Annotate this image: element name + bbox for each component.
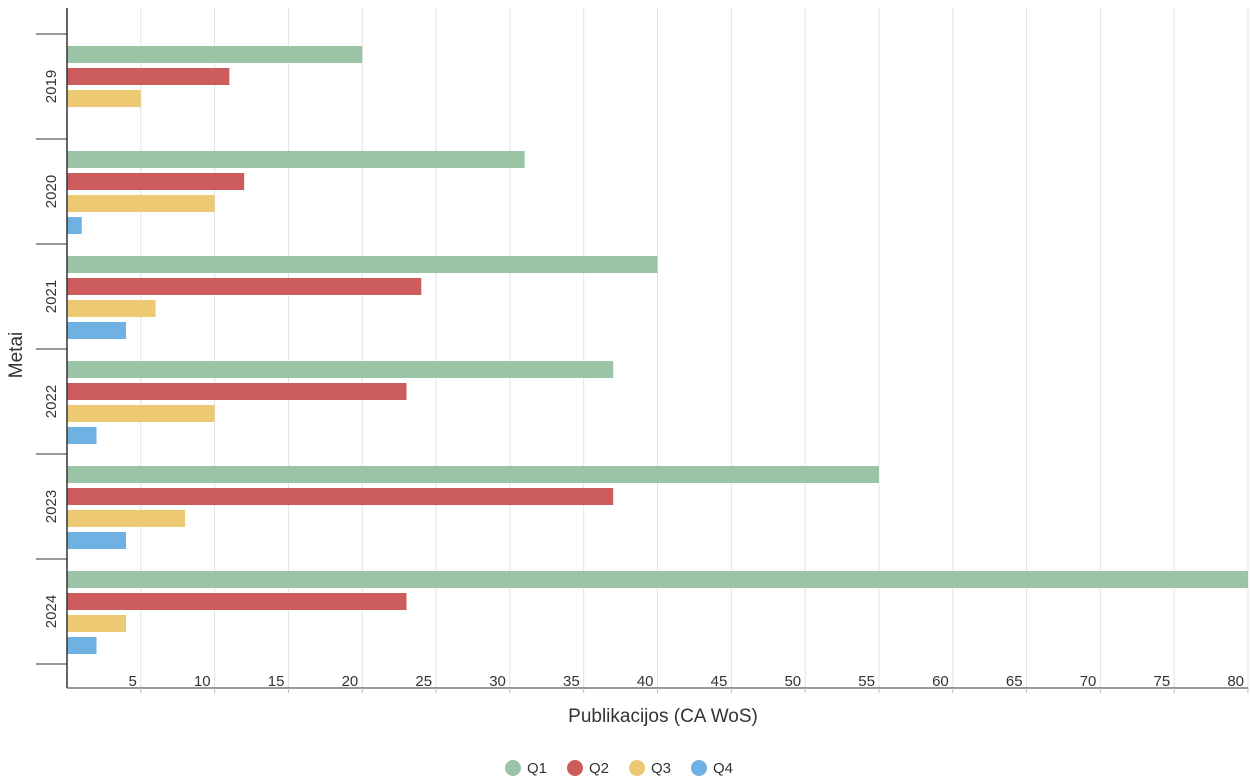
x-axis-title: Publikacijos (CA WoS) <box>568 706 758 727</box>
bar-q2-2022 <box>67 383 407 400</box>
y-category-label: 2019 <box>43 70 60 103</box>
bar-q3-2023 <box>67 510 186 527</box>
legend-marker-q3 <box>629 760 645 776</box>
x-tick-label: 20 <box>342 673 359 690</box>
legend-label-q1: Q1 <box>527 760 547 777</box>
legend: Q1 Q2 Q3 Q4 <box>505 760 733 777</box>
x-tick-label: 80 <box>1227 673 1244 690</box>
bar-q4-2024 <box>67 637 97 654</box>
x-tick-label: 70 <box>1080 673 1097 690</box>
bar-q1-2020 <box>67 151 525 168</box>
bar-q2-2021 <box>67 278 422 295</box>
legend-label-q4: Q4 <box>713 760 733 777</box>
x-tick-label: 45 <box>711 673 728 690</box>
y-category-label: 2022 <box>43 385 60 418</box>
x-tick-label: 60 <box>932 673 949 690</box>
x-tick-label: 40 <box>637 673 654 690</box>
bar-q1-2021 <box>67 256 658 273</box>
y-category-label: 2024 <box>43 595 60 628</box>
x-tick-label: 25 <box>415 673 432 690</box>
legend-label-q3: Q3 <box>651 760 671 777</box>
legend-marker-q4 <box>691 760 707 776</box>
bar-q2-2019 <box>67 68 230 85</box>
x-tick-label: 35 <box>563 673 580 690</box>
bar-q4-2023 <box>67 532 127 549</box>
x-tick-label: 65 <box>1006 673 1023 690</box>
y-category-label: 2021 <box>43 280 60 313</box>
bar-q3-2019 <box>67 90 141 107</box>
legend-marker-q2 <box>567 760 583 776</box>
x-tick-label: 75 <box>1154 673 1171 690</box>
axes <box>36 8 1249 693</box>
bar-q2-2020 <box>67 173 245 190</box>
bar-q1-2024 <box>67 571 1248 588</box>
bar-q1-2023 <box>67 466 879 483</box>
bar-q2-2024 <box>67 593 407 610</box>
legend-label-q2: Q2 <box>589 760 609 777</box>
bar-q3-2021 <box>67 300 156 317</box>
x-tick-label: 55 <box>858 673 875 690</box>
bar-q4-2020 <box>67 217 82 234</box>
bar-q4-2021 <box>67 322 127 339</box>
bar-q3-2020 <box>67 195 215 212</box>
y-category-label: 2023 <box>43 490 60 523</box>
y-category-label: 2020 <box>43 175 60 208</box>
x-tick-label: 15 <box>268 673 285 690</box>
x-tick-labels: 5 10 15 20 25 30 35 40 45 50 55 60 65 70 75 80 <box>128 673 1244 690</box>
x-tick-label: 5 <box>128 673 136 690</box>
legend-marker-q1 <box>505 760 521 776</box>
bar-q2-2023 <box>67 488 614 505</box>
bar-q3-2022 <box>67 405 215 422</box>
bar-q3-2024 <box>67 615 127 632</box>
y-category-labels: 2019 2020 2021 2022 2023 2024 <box>43 70 60 628</box>
bars <box>67 46 1248 654</box>
x-tick-label: 10 <box>194 673 211 690</box>
bar-q1-2022 <box>67 361 614 378</box>
y-axis-title: Metai <box>6 332 27 378</box>
bar-q4-2022 <box>67 427 97 444</box>
x-tick-label: 30 <box>489 673 506 690</box>
bar-q1-2019 <box>67 46 363 63</box>
x-tick-label: 50 <box>784 673 801 690</box>
